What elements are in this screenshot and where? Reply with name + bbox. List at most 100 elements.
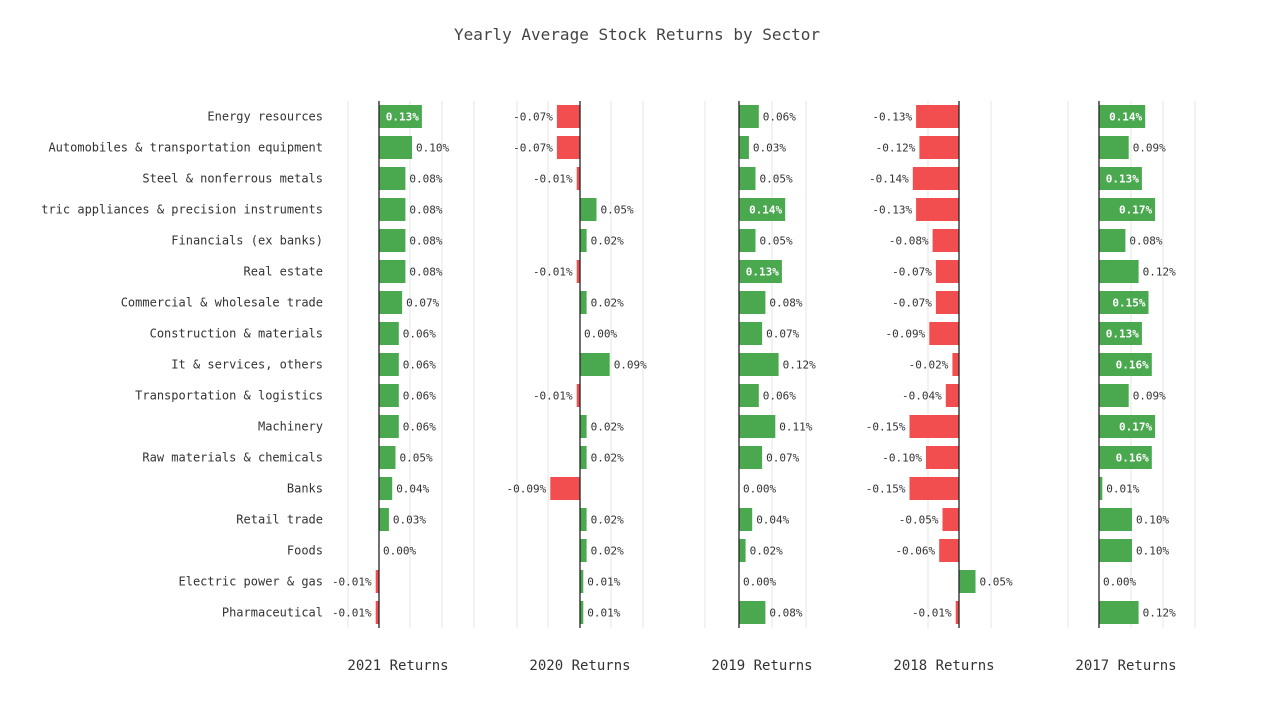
data-label: -0.01% <box>533 266 573 279</box>
category-label: Foods <box>287 544 323 558</box>
data-label: 0.01% <box>587 576 620 589</box>
data-label: 0.08% <box>409 204 442 217</box>
bar <box>1099 229 1126 252</box>
data-label: -0.05% <box>899 514 939 527</box>
data-label: 0.02% <box>591 235 624 248</box>
data-label: 0.09% <box>1133 390 1166 403</box>
bar <box>1099 260 1139 283</box>
data-label: 0.07% <box>406 297 439 310</box>
bar <box>576 260 580 283</box>
data-label: 0.02% <box>591 421 624 434</box>
bar <box>1099 291 1149 314</box>
data-label: -0.12% <box>876 142 916 155</box>
data-label: 0.00% <box>1103 576 1136 589</box>
bar <box>912 167 959 190</box>
bar <box>379 322 399 345</box>
bar <box>739 105 759 128</box>
chart-title: Yearly Average Stock Returns by Sector <box>454 25 820 44</box>
bar <box>739 229 756 252</box>
data-label: 0.06% <box>403 390 436 403</box>
data-label: -0.09% <box>886 328 926 341</box>
data-label: 0.07% <box>766 328 799 341</box>
data-label: 0.06% <box>763 390 796 403</box>
category-label: Raw materials & chemicals <box>142 451 323 465</box>
bar <box>1099 384 1129 407</box>
bar <box>955 601 959 624</box>
panel-label: 2018 Returns <box>893 658 994 674</box>
data-label: 0.17% <box>1119 204 1152 217</box>
bar <box>580 353 610 376</box>
bar <box>1099 322 1142 345</box>
data-label: 0.12% <box>1143 607 1176 620</box>
bar <box>1099 539 1132 562</box>
panels: 0.13%0.10%0.08%0.08%0.08%0.08%0.07%0.06%… <box>332 101 1196 674</box>
data-label: 0.11% <box>779 421 812 434</box>
category-label: Financials (ex banks) <box>171 234 323 248</box>
bar <box>952 353 959 376</box>
panel-3: 0.06% 0.03% 0.05% 0.14% 0.05% 0.13% 0.08% 0.07%… <box>704 101 816 674</box>
bar <box>739 539 746 562</box>
bar <box>580 539 587 562</box>
bar <box>932 229 959 252</box>
data-label: 0.02% <box>591 297 624 310</box>
bar <box>926 446 959 469</box>
data-label: 0.02% <box>750 545 783 558</box>
data-label: 0.02% <box>591 514 624 527</box>
data-label: -0.04% <box>902 390 942 403</box>
bar <box>739 601 766 624</box>
data-label: 0.01% <box>1106 483 1139 496</box>
bar <box>379 415 399 438</box>
data-label: 0.00% <box>743 576 776 589</box>
bar <box>935 260 959 283</box>
bar <box>379 508 389 531</box>
data-label: 0.12% <box>783 359 816 372</box>
data-label: 0.03% <box>393 514 426 527</box>
bar <box>375 601 379 624</box>
data-label: 0.05% <box>760 173 793 186</box>
bar <box>379 229 406 252</box>
bar <box>739 136 749 159</box>
bar <box>580 446 587 469</box>
category-label: Machinery <box>258 420 323 434</box>
panel-label: 2021 Returns <box>347 658 448 674</box>
data-label: 0.08% <box>769 607 802 620</box>
bar <box>935 291 959 314</box>
data-label: 0.15% <box>1112 297 1145 310</box>
panel-4: -0.13% -0.12% -0.14% -0.13% -0.08% -0.07% -0.0… <box>866 101 1013 674</box>
data-label: -0.07% <box>513 111 553 124</box>
bar <box>739 446 763 469</box>
data-label: -0.07% <box>892 297 932 310</box>
data-label: 0.00% <box>584 328 617 341</box>
category-label: Banks <box>287 482 323 496</box>
data-label: 0.00% <box>743 483 776 496</box>
bar <box>379 291 403 314</box>
category-label: It & services, others <box>171 358 323 372</box>
data-label: 0.08% <box>769 297 802 310</box>
data-label: -0.07% <box>892 266 932 279</box>
data-label: -0.01% <box>332 576 372 589</box>
bar <box>1099 167 1142 190</box>
data-label: 0.01% <box>587 607 620 620</box>
data-label: 0.17% <box>1119 421 1152 434</box>
data-label: 0.09% <box>614 359 647 372</box>
bar <box>379 105 422 128</box>
bar <box>1099 105 1146 128</box>
data-label: 0.06% <box>403 421 436 434</box>
bar <box>580 508 587 531</box>
category-label: Electric power & gas <box>179 575 324 589</box>
bar <box>739 353 779 376</box>
data-label: 0.04% <box>756 514 789 527</box>
bar <box>909 477 959 500</box>
data-label: -0.09% <box>507 483 547 496</box>
data-label: 0.08% <box>409 235 442 248</box>
data-label: 0.05% <box>400 452 433 465</box>
data-label: -0.01% <box>533 390 573 403</box>
bar <box>1099 446 1152 469</box>
bar <box>379 198 406 221</box>
category-label: Transportation & logistics <box>135 389 323 403</box>
data-label: -0.01% <box>533 173 573 186</box>
bar <box>919 136 959 159</box>
panel-5: 0.14% 0.09% 0.13% 0.17% 0.08% 0.12% 0.15% 0.13%… <box>1067 101 1196 674</box>
